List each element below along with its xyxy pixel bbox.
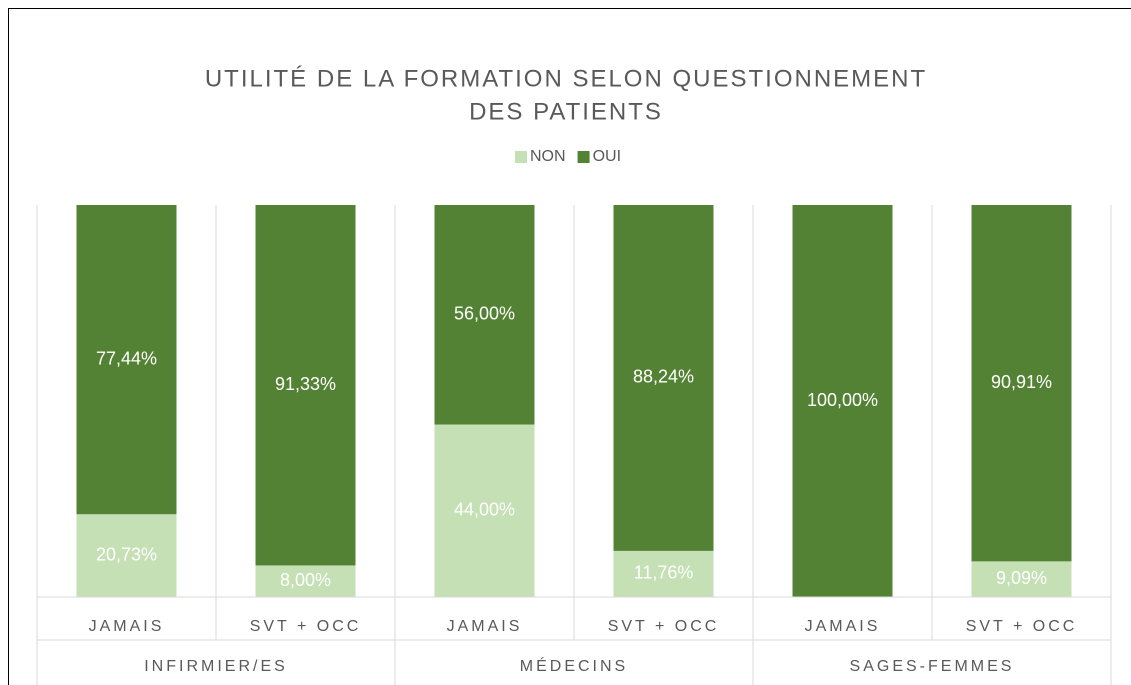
data-label: 44,00% — [454, 500, 515, 520]
data-label: 77,44% — [96, 348, 157, 368]
x-tick-label: JAMAIS — [805, 618, 881, 635]
bar-segment — [971, 205, 1072, 562]
bar-segment — [255, 205, 356, 566]
data-label: 56,00% — [454, 304, 515, 324]
bar-segment — [971, 561, 1072, 597]
bar-segment — [434, 205, 535, 425]
bar-segment — [613, 205, 714, 551]
group-label: SAGES-FEMMES — [850, 658, 1015, 675]
data-label: 11,76% — [634, 563, 694, 583]
legend-swatch — [577, 151, 590, 163]
data-label: 88,24% — [633, 367, 694, 387]
bar-segment — [434, 424, 535, 597]
bar-segment — [792, 205, 893, 597]
data-label: 8,00% — [280, 570, 331, 590]
data-label: 100,00% — [807, 390, 878, 410]
data-label: 90,91% — [991, 372, 1052, 392]
chart-border — [8, 8, 1131, 685]
x-tick-label: SVT + OCC — [966, 618, 1078, 635]
x-tick-label: SVT + OCC — [608, 618, 720, 635]
data-label: 9,09% — [996, 568, 1047, 588]
x-tick-label: SVT + OCC — [250, 618, 362, 635]
chart-title: UTILITÉ DE LA FORMATION SELON QUESTIONNE… — [205, 65, 927, 92]
data-label: 20,73% — [96, 544, 157, 564]
x-tick-label: JAMAIS — [447, 618, 523, 635]
legend-label: OUI — [593, 148, 621, 165]
group-label: MÉDECINS — [520, 656, 628, 675]
bar-segment — [76, 514, 177, 597]
legend-label: NON — [530, 148, 566, 165]
bar-segment — [255, 565, 356, 597]
legend-swatch — [515, 151, 527, 163]
bar-segment — [613, 550, 714, 597]
data-label: 91,33% — [275, 374, 336, 394]
chart-title: DES PATIENTS — [469, 98, 663, 125]
group-label: INFIRMIER/ES — [144, 658, 288, 675]
bar-segment — [76, 205, 177, 515]
x-tick-label: JAMAIS — [89, 618, 165, 635]
plot-area: 20,73% 77,44% 8,00% 91,33% 44,00% 56,00% 11,76… — [76, 205, 1072, 597]
